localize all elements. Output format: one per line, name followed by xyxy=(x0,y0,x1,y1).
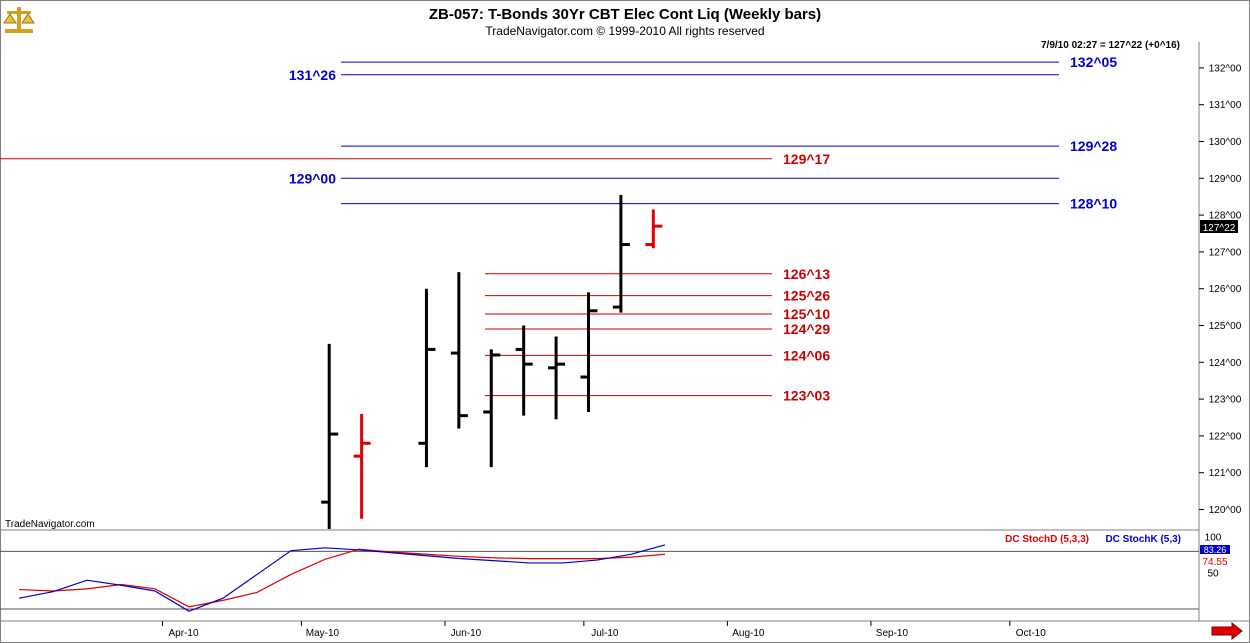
y-tick-label: 124^00 xyxy=(1209,358,1242,369)
y-tick-label: 125^00 xyxy=(1209,321,1242,332)
y-tick-label: 123^00 xyxy=(1209,395,1242,406)
stoch-k-tag-bg xyxy=(1200,545,1230,554)
ohlc-bar xyxy=(450,272,468,429)
stoch-y-tick-label: 100 xyxy=(1205,533,1222,544)
chart-title: ZB-057: T-Bonds 30Yr CBT Elec Cont Liq (… xyxy=(429,6,821,23)
level-label: 132^05 xyxy=(1070,54,1117,70)
y-tick-label: 129^00 xyxy=(1209,174,1242,185)
level-label: 128^10 xyxy=(1070,196,1117,212)
x-tick-label: Oct-10 xyxy=(1016,628,1046,639)
y-tick-label: 120^00 xyxy=(1209,505,1242,516)
scroll-right-arrow-icon[interactable] xyxy=(1211,621,1243,641)
bars-layer xyxy=(321,194,663,529)
level-label: 131^26 xyxy=(289,67,336,83)
stoch-d-tag-bg xyxy=(1200,555,1230,566)
stoch-y-tick-label: 50 xyxy=(1207,569,1219,580)
chart-subtitle: TradeNavigator.com © 1999-2010 All right… xyxy=(485,24,764,38)
scales-logo-icon xyxy=(3,7,35,33)
level-label: 125^10 xyxy=(783,306,830,322)
y-tick-label: 122^00 xyxy=(1209,431,1242,442)
legend-stoch-k: DC StochK (5,3) xyxy=(1105,534,1181,545)
stoch-series-line xyxy=(18,544,666,612)
level-label: 126^13 xyxy=(783,266,830,282)
level-label: 125^26 xyxy=(783,288,830,304)
y-tick-label: 131^00 xyxy=(1209,100,1242,111)
ohlc-bar xyxy=(612,194,630,313)
legend-stoch-d: DC StochD (5,3,3) xyxy=(1005,534,1089,545)
watermark: TradeNavigator.com xyxy=(5,519,95,530)
last-price-label: 127^22 xyxy=(1203,223,1236,234)
y-tick-label: 128^00 xyxy=(1209,211,1242,222)
stoch-series-line xyxy=(18,548,666,608)
level-label: 129^17 xyxy=(783,151,830,167)
level-label: 129^00 xyxy=(289,170,336,186)
ohlc-bar xyxy=(418,288,436,468)
y-tick-label: 127^00 xyxy=(1209,247,1242,258)
x-tick-label: Jun-10 xyxy=(451,628,482,639)
ohlc-bar xyxy=(645,209,663,249)
ohlc-bar xyxy=(580,292,598,412)
x-tick-label: Jul-10 xyxy=(591,628,619,639)
level-label: 129^28 xyxy=(1070,138,1117,154)
x-tick-label: Sep-10 xyxy=(876,628,909,639)
y-tick-label: 130^00 xyxy=(1209,137,1242,148)
quote-readout: 7/9/10 02:27 = 127^22 (+0^16) xyxy=(1041,40,1180,51)
x-tick-label: Apr-10 xyxy=(169,628,199,639)
ohlc-bar xyxy=(483,349,501,468)
last-price-tag: 127^22 xyxy=(1200,220,1238,234)
x-tick-label: Aug-10 xyxy=(732,628,765,639)
x-tick-label: May-10 xyxy=(306,628,340,639)
time-axis: Apr-10 May-10 Jun-10 Jul-10 Aug-10 Sep-10 Oct-… xyxy=(162,621,1046,639)
ohlc-bar xyxy=(548,336,566,420)
y-tick-label: 126^00 xyxy=(1209,284,1242,295)
y-tick-label: 132^00 xyxy=(1209,63,1242,74)
y-tick-label: 121^00 xyxy=(1209,468,1242,479)
ohlc-bar xyxy=(321,343,339,529)
level-label: 124^29 xyxy=(783,321,830,337)
price-axis: 120^00 121^00 122^00 123^00 124^00 125^00 126^… xyxy=(1199,63,1242,516)
ohlc-bar xyxy=(515,325,533,416)
level-label: 123^03 xyxy=(783,388,830,404)
level-label: 124^06 xyxy=(783,347,830,363)
ohlc-bar xyxy=(353,413,371,519)
stoch-d-last-label: 74.55 xyxy=(1202,557,1227,568)
levels-layer: 132^05 131^26 129^28 129^17 129^00 128^10 126^… xyxy=(0,54,1117,404)
stoch-k-last-label: 83.26 xyxy=(1204,545,1227,555)
